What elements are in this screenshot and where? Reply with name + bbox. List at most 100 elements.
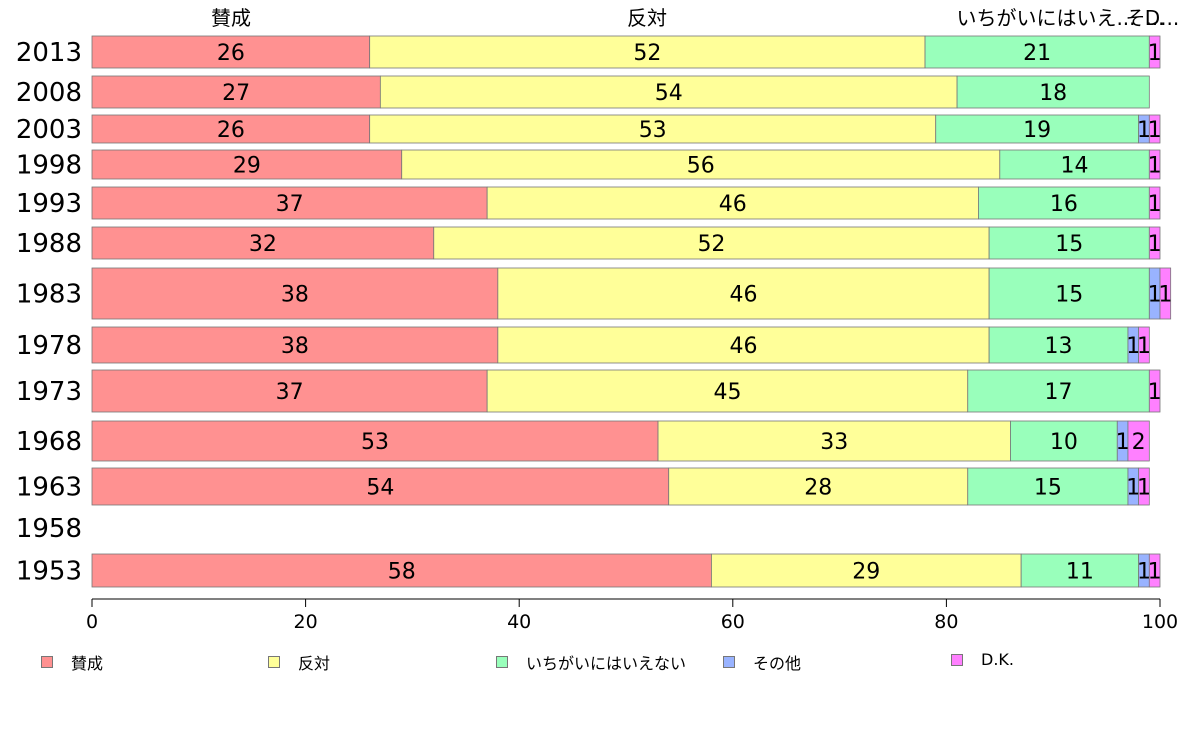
legend-item-hantai: 反対 <box>268 650 330 674</box>
bar-segment-1973-1 <box>486 369 969 413</box>
bar-segment-1953-1 <box>711 553 1022 588</box>
data-label-1968-3: 1 <box>1116 430 1130 455</box>
data-label-1988-2: 15 <box>1055 232 1083 257</box>
bar-segment-1988-0 <box>91 226 435 260</box>
category-label-1978: 1978 <box>16 331 82 361</box>
data-label-1998-2: 14 <box>1061 154 1089 179</box>
data-label-2008-2: 18 <box>1039 81 1067 106</box>
data-label-1963-0: 54 <box>366 476 394 501</box>
data-label-2013-4: 1 <box>1148 41 1162 66</box>
bar-segment-2008-1 <box>379 75 958 109</box>
data-label-2003-2: 19 <box>1023 118 1051 143</box>
x-tick-label-40: 40 <box>507 611 531 633</box>
data-label-1968-4: 2 <box>1132 430 1146 455</box>
x-axis: 0 20 40 60 80 100 <box>86 598 1178 633</box>
data-label-1963-4: 1 <box>1137 476 1151 501</box>
bar-segment-2013-2 <box>924 35 1150 69</box>
bar-segment-2013-0 <box>91 35 371 69</box>
bar-segment-1998-4 <box>1148 149 1161 180</box>
data-label-1983-1: 46 <box>729 283 757 308</box>
legend-item-ichigai: いちがいにはいえない <box>496 650 686 674</box>
data-label-1973-2: 17 <box>1045 380 1073 405</box>
legend: 賛成 反対 いちがいにはいえない その他 D.K. <box>0 650 1188 674</box>
legend-label-sonota: その他 <box>753 654 802 673</box>
bar-segment-1988-2 <box>988 226 1150 260</box>
data-label-1963-1: 28 <box>804 476 832 501</box>
category-label-1968: 1968 <box>16 427 82 457</box>
bar-segment-1993-1 <box>486 186 979 220</box>
legend-item-sansei: 賛成 <box>41 650 103 674</box>
bar-segment-2003-0 <box>91 114 371 144</box>
legend-item-dk: D.K. <box>951 650 1014 669</box>
data-label-1998-1: 56 <box>687 154 715 179</box>
category-label-1988: 1988 <box>16 229 82 259</box>
bar-segment-1988-1 <box>433 226 990 260</box>
data-label-2013-1: 52 <box>633 41 661 66</box>
data-label-1978-0: 38 <box>281 334 309 359</box>
category-label-1973: 1973 <box>16 377 82 407</box>
data-label-1983-4: 1 <box>1158 283 1172 308</box>
data-label-1953-1: 29 <box>852 560 880 585</box>
data-label-1993-4: 1 <box>1148 192 1162 217</box>
legend-swatch-sansei <box>41 656 53 668</box>
bar-segment-1963-1 <box>668 467 969 506</box>
bar-segment-1993-0 <box>91 186 488 220</box>
column-headers: 賛成 反対 いちがいにはいえ... そ... D... <box>211 6 1179 30</box>
category-label-1958: 1958 <box>16 514 82 544</box>
bar-segment-1993-4 <box>1148 186 1161 220</box>
data-label-1978-1: 46 <box>729 334 757 359</box>
data-label-2008-1: 54 <box>655 81 683 106</box>
bar-segment-1953-4 <box>1148 553 1161 588</box>
data-label-1963-3: 1 <box>1126 476 1140 501</box>
data-label-1983-0: 38 <box>281 283 309 308</box>
x-tick-label-100: 100 <box>1142 611 1178 633</box>
data-label-1953-0: 58 <box>388 560 416 585</box>
data-label-2003-0: 26 <box>217 118 245 143</box>
x-tick-label-60: 60 <box>721 611 745 633</box>
bar-segment-2013-4 <box>1148 35 1161 69</box>
bar-segment-1963-2 <box>967 467 1129 506</box>
data-label-1983-3: 1 <box>1148 283 1162 308</box>
data-label-1988-1: 52 <box>697 232 725 257</box>
bar-segment-1968-4 <box>1127 420 1150 462</box>
data-label-1968-2: 10 <box>1050 430 1078 455</box>
data-label-1993-0: 37 <box>276 192 304 217</box>
bar-segment-1978-4 <box>1138 326 1150 364</box>
data-label-1973-1: 45 <box>713 380 741 405</box>
category-label-1953: 1953 <box>16 557 82 587</box>
bar-segment-1968-1 <box>657 420 1011 462</box>
bar-segment-1978-0 <box>91 326 499 364</box>
bar-segment-1968-0 <box>91 420 659 462</box>
legend-swatch-ichigai <box>496 656 508 668</box>
data-label-1993-2: 16 <box>1050 192 1078 217</box>
bar-segment-1998-2 <box>999 149 1150 180</box>
bar-segment-1998-0 <box>91 149 403 180</box>
column-header-ichigai: いちがいにはいえ... <box>956 6 1135 30</box>
bar-segment-1953-0 <box>91 553 712 588</box>
data-label-1998-4: 1 <box>1148 154 1162 179</box>
category-label-1993: 1993 <box>16 189 82 219</box>
bar-segment-1978-2 <box>988 326 1129 364</box>
data-label-1993-1: 46 <box>719 192 747 217</box>
x-tick-label-20: 20 <box>294 611 318 633</box>
category-label-1963: 1963 <box>16 473 82 503</box>
legend-label-ichigai: いちがいにはいえない <box>526 654 687 673</box>
data-label-2013-0: 26 <box>217 41 245 66</box>
data-label-1988-0: 32 <box>249 232 277 257</box>
x-tick-label-0: 0 <box>86 611 98 633</box>
data-label-2013-2: 21 <box>1023 41 1051 66</box>
bar-segment-1978-1 <box>497 326 990 364</box>
data-label-1988-4: 1 <box>1148 232 1162 257</box>
legend-item-sonota: その他 <box>723 650 801 674</box>
bar-segment-2003-4 <box>1148 114 1161 144</box>
legend-swatch-dk <box>951 653 963 666</box>
data-label-1978-4: 1 <box>1137 334 1151 359</box>
data-label-1953-3: 1 <box>1137 560 1151 585</box>
category-label-2003: 2003 <box>16 115 82 145</box>
bar-segment-1983-0 <box>91 267 499 320</box>
data-label-1983-2: 15 <box>1055 283 1083 308</box>
column-header-hantai: 反対 <box>627 6 667 30</box>
bar-segment-1998-1 <box>401 149 1001 180</box>
